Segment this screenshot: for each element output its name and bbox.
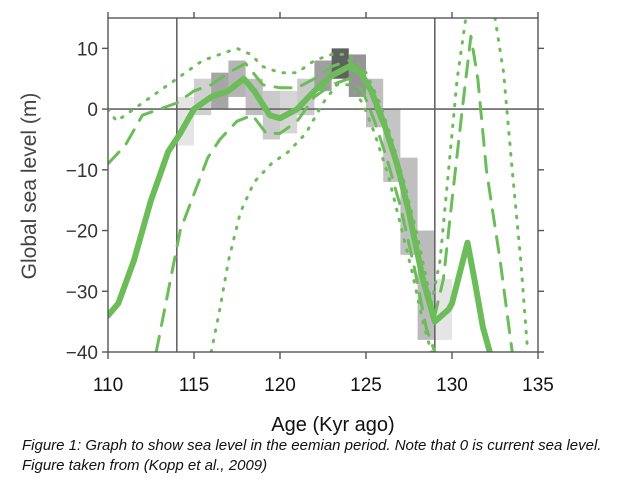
x-tick-label-5: 135 [522, 375, 554, 396]
y-axis-label: Global sea level (m) [18, 93, 41, 280]
y-tick-label-5: −40 [66, 343, 98, 364]
y-tick-label-4: −30 [66, 282, 98, 303]
series-line-4-dotted [209, 83, 433, 352]
y-tick-label-1: 0 [87, 100, 98, 121]
plot-frame [107, 17, 539, 353]
series-line-5-dotted [493, 18, 530, 352]
series-line-3-dotted [108, 18, 468, 305]
x-tick-label-0: 110 [93, 375, 123, 396]
y-tick-label-3: −20 [66, 222, 98, 243]
series-line-0-solid [108, 63, 493, 352]
figure-caption: Figure 1: Graph to show sea level in the… [22, 437, 602, 474]
density-cell-15 [434, 279, 452, 340]
x-axis-label: Age (Kyr ago) [271, 414, 394, 436]
plot-area: 10 0 −10 −20 −30 −40 110 115 120 125 130 135 [66, 12, 554, 396]
x-tick-label-1: 115 [179, 375, 209, 396]
series-line-1-dashed [108, 34, 514, 352]
x-tick-label-2: 120 [264, 375, 296, 396]
series-line-2-dashed [154, 77, 437, 352]
x-tick-label-3: 125 [350, 375, 382, 396]
y-tick-label-0: 10 [77, 39, 98, 60]
x-tick-label-4: 130 [436, 375, 468, 396]
y-tick-label-2: −10 [66, 161, 98, 182]
